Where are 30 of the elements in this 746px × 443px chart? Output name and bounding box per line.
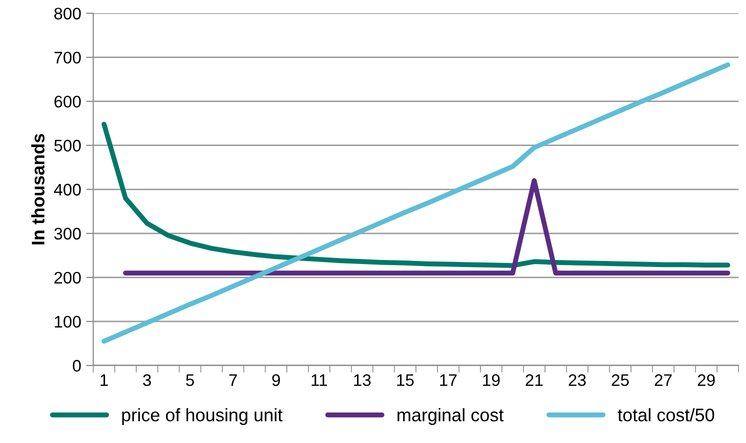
y-tick-label: 400 (54, 184, 81, 196)
x-tick-label: 23 (568, 374, 586, 386)
x-tick-label: 13 (354, 374, 371, 386)
y-axis-title: In thousands (31, 134, 45, 244)
legend-label: total cost/50 (618, 408, 714, 422)
x-tick-label: 15 (397, 374, 414, 386)
x-tick-label: 7 (229, 374, 237, 386)
x-tick-label: 3 (143, 374, 151, 386)
x-tick-label: 27 (654, 374, 672, 386)
x-tick-label: 29 (698, 374, 715, 386)
legend-label: price of housing unit (122, 408, 282, 425)
legend-label: marginal cost (398, 408, 504, 425)
y-tick-label: 0 (72, 360, 81, 372)
x-tick-label: 21 (526, 374, 543, 386)
x-tick-label: 5 (186, 374, 194, 386)
x-tick-label: 17 (440, 374, 457, 386)
line-series (102, 62, 730, 344)
line-series (102, 122, 730, 268)
y-tick-label: 800 (54, 8, 81, 20)
x-tick-label: 19 (483, 374, 500, 386)
y-tick-label: 100 (54, 316, 81, 328)
y-tick-label: 600 (54, 96, 81, 108)
x-tick-label: 9 (272, 374, 280, 386)
y-tick-label: 500 (54, 140, 81, 152)
x-tick-label: 1 (100, 374, 108, 386)
y-tick-label: 200 (54, 272, 81, 284)
x-tick-label: 25 (612, 374, 629, 386)
y-tick-label: 700 (54, 52, 81, 64)
y-tick-label: 300 (54, 228, 81, 240)
x-tick-label: 11 (312, 374, 327, 386)
